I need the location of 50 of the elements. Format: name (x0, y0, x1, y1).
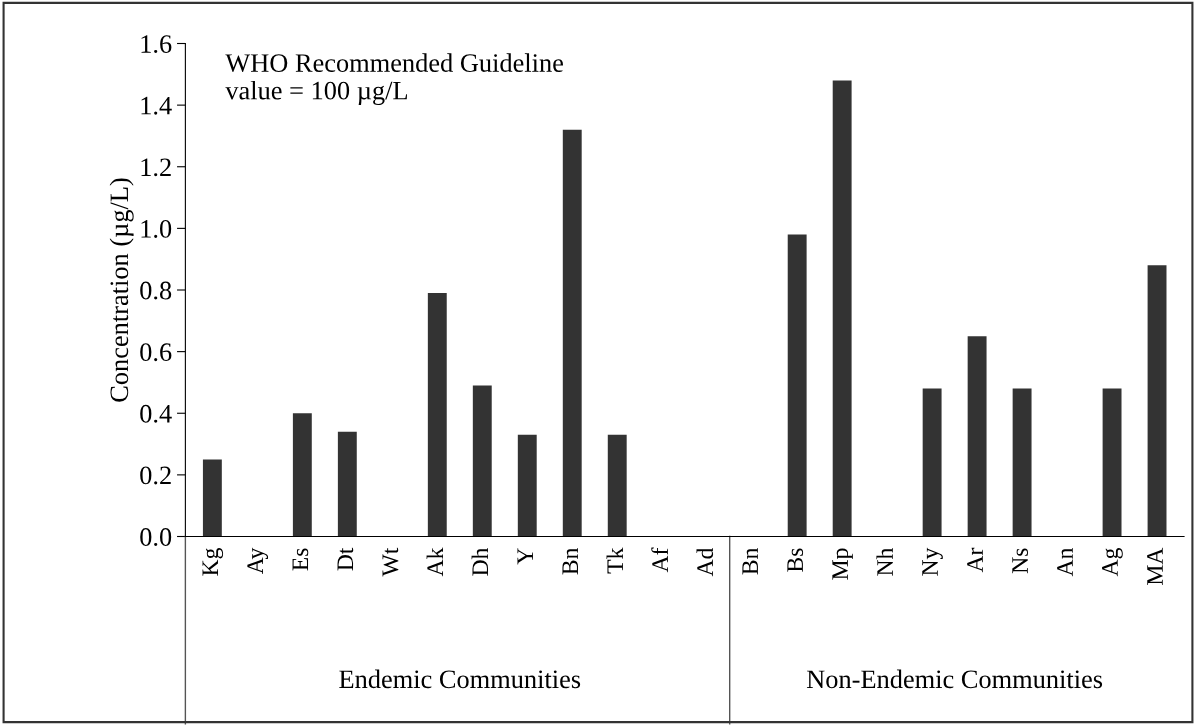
y-tick-label: 1.2 (141, 158, 171, 177)
x-tick-label: Bn (742, 547, 758, 575)
x-tick-label: Ad (696, 547, 714, 577)
bar (1102, 388, 1122, 537)
x-tick-label: Dh (471, 547, 488, 576)
annotation: WHO Recommended Guideline value = 100 µg/L (225, 53, 563, 105)
y-tick-label: 0.8 (140, 281, 172, 300)
x-tick-label: An (1057, 547, 1073, 577)
x-tick-label: Mp (832, 548, 853, 580)
bar (292, 413, 312, 537)
x-tick-label: Tk (606, 547, 623, 574)
x-tick-label: Af (651, 547, 668, 573)
x-tick-label: Ns (1012, 548, 1029, 574)
text: Endemic Communities (339, 669, 581, 689)
x-tick-label: Ny (922, 547, 943, 576)
bar (922, 388, 942, 537)
y-tick-label: 0.2 (140, 466, 171, 485)
y-tick-label: 0.6 (140, 343, 172, 362)
text: Non-Endemic Communities (806, 669, 1103, 689)
bar (517, 434, 537, 537)
bar (832, 80, 852, 537)
bar (562, 129, 582, 537)
y-axis-title: Concentration (µg/L) (109, 178, 134, 402)
bar (427, 293, 447, 537)
x-tick-label: Es (292, 548, 309, 571)
x-tick-label: Kg (202, 548, 224, 576)
bar (1012, 388, 1032, 537)
x-tick-label: Dt (337, 547, 354, 571)
bar (607, 434, 627, 537)
x-tick-label: Ar (967, 547, 983, 573)
x-tick-label: Ak (426, 547, 443, 577)
x-tick-label: Y (517, 548, 533, 565)
bar (1147, 265, 1167, 537)
bar (967, 336, 987, 537)
x-tick-label: Ag (1102, 548, 1123, 577)
y-tick-label: 1.6 (141, 35, 172, 54)
bar (787, 234, 807, 537)
y-tick-label: 1.4 (141, 96, 172, 115)
bar (472, 385, 492, 537)
x-tick-label: Ay (247, 547, 269, 575)
y-tick-label: 1.0 (141, 219, 172, 238)
y-tick-label: 0.0 (140, 528, 172, 547)
x-tick-label: Bn (562, 547, 578, 575)
bar (202, 459, 222, 537)
x-tick-label: MA (1147, 547, 1163, 585)
y-tick-label: 0.4 (140, 404, 172, 423)
bar (337, 431, 357, 537)
x-tick-label: Nh (876, 547, 893, 576)
x-tick-label: Wt (382, 547, 399, 577)
x-tick-label: Bs (787, 548, 804, 572)
